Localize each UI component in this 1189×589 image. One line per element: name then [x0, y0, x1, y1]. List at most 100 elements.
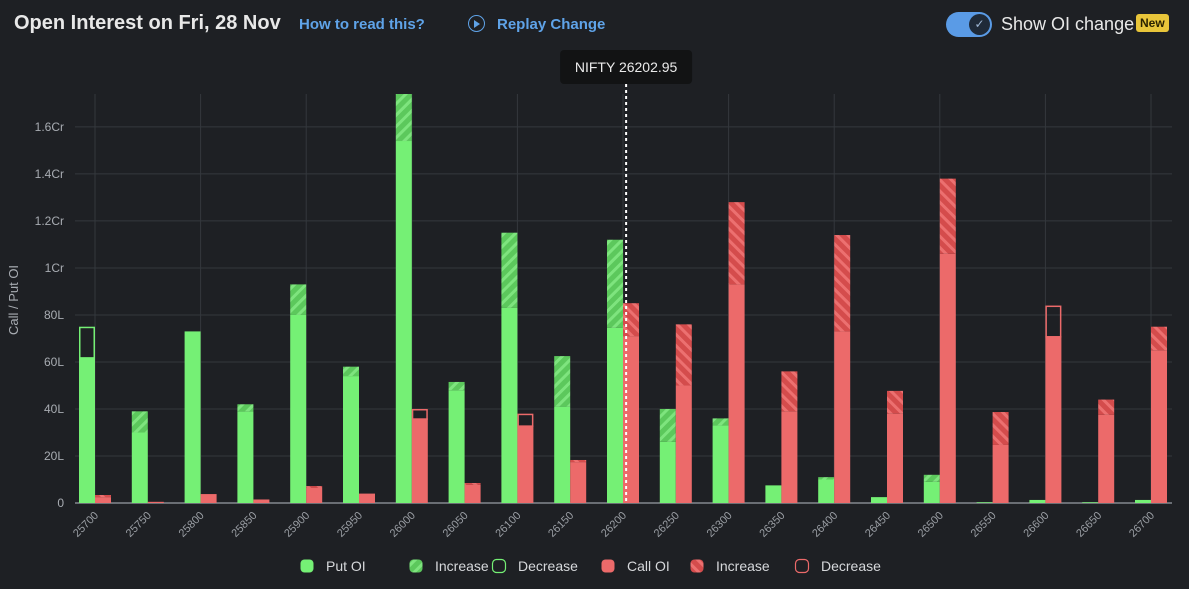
put-oi-bar	[818, 479, 835, 503]
toggle-label: Show OI change	[1001, 14, 1135, 34]
put-oi-bar	[712, 425, 729, 503]
put-increase-bar	[712, 418, 729, 426]
call-increase-bar	[939, 178, 956, 254]
show-oi-change-toggle[interactable]: ✓	[946, 12, 992, 37]
call-oi-bar	[939, 253, 956, 503]
x-tick-label: 26150	[546, 510, 576, 540]
call-increase-bar	[728, 202, 745, 285]
x-tick-label: 25800	[177, 510, 207, 540]
put-increase-bar	[395, 94, 412, 142]
y-tick-label: 1.2Cr	[35, 214, 64, 228]
call-oi-bar	[411, 418, 428, 503]
put-oi-bar	[923, 481, 940, 503]
call-oi-bar	[95, 497, 111, 503]
x-tick-label: 26350	[757, 510, 787, 540]
legend-call-decrease-label[interactable]: Decrease	[821, 558, 881, 574]
put-oi-bar	[1029, 499, 1046, 503]
put-increase-bar	[448, 381, 465, 391]
call-oi-bar	[306, 487, 323, 503]
y-tick-label: 60L	[44, 355, 64, 369]
x-tick-label: 26700	[1127, 510, 1157, 540]
put-oi-bar	[448, 390, 465, 503]
legend-call-increase-label[interactable]: Increase	[716, 558, 770, 574]
call-oi-bar	[623, 336, 639, 503]
put-oi-bar	[871, 497, 887, 503]
put-decrease-bar	[79, 326, 95, 359]
call-increase-bar	[992, 412, 1009, 445]
x-tick-label: 26000	[388, 510, 418, 540]
x-tick-label: 25900	[282, 510, 312, 540]
x-tick-label: 26450	[863, 510, 893, 540]
x-tick-label: 25850	[229, 510, 259, 540]
call-oi-bar	[359, 493, 375, 503]
spot-tooltip	[560, 50, 693, 84]
call-oi-bar	[728, 284, 745, 503]
call-increase-bar	[95, 495, 111, 498]
put-oi-bar	[131, 432, 148, 503]
call-increase-bar	[834, 235, 851, 332]
play-circle-icon[interactable]	[468, 15, 485, 32]
how-to-read-link[interactable]: How to read this?	[299, 16, 425, 33]
legend-call-decrease-swatch[interactable]	[794, 558, 810, 574]
call-oi-bar	[253, 499, 270, 503]
spot-tooltip-label: NIFTY 26202.95	[575, 59, 678, 75]
call-increase-bar	[675, 324, 692, 386]
x-tick-label: 26650	[1074, 510, 1104, 540]
x-tick-label: 26100	[493, 510, 523, 540]
put-oi-bar	[765, 485, 782, 503]
put-increase-bar	[554, 356, 571, 407]
put-oi-bar	[554, 406, 571, 503]
call-increase-bar	[781, 371, 798, 412]
y-tick-label: 40L	[44, 402, 64, 416]
call-oi-bar	[1151, 350, 1167, 503]
put-oi-bar	[395, 141, 412, 504]
new-badge: New	[1136, 14, 1169, 32]
call-oi-bar	[147, 501, 164, 503]
put-increase-bar	[237, 404, 254, 412]
legend-put-increase-swatch[interactable]	[409, 559, 423, 573]
put-oi-bar	[290, 314, 307, 503]
legend-call-oi-label[interactable]: Call OI	[627, 558, 670, 574]
call-increase-bar	[1098, 399, 1115, 415]
x-tick-label: 25950	[335, 510, 365, 540]
legend-put-oi-label[interactable]: Put OI	[326, 558, 366, 574]
call-oi-bar	[464, 484, 481, 503]
x-tick-label: 26300	[705, 510, 735, 540]
legend-call-oi-swatch[interactable]	[601, 559, 615, 573]
put-increase-bar	[290, 284, 307, 315]
call-increase-bar	[306, 486, 323, 488]
legend-put-increase-label[interactable]: Increase	[435, 558, 489, 574]
x-tick-label: 25700	[71, 510, 101, 540]
call-oi-bar	[1098, 414, 1115, 503]
call-increase-bar	[464, 483, 481, 485]
put-oi-bar	[1135, 499, 1151, 503]
x-tick-label: 26200	[599, 510, 629, 540]
put-oi-bar	[659, 441, 676, 503]
call-oi-bar	[675, 385, 692, 503]
put-oi-bar	[343, 376, 359, 503]
x-tick-label: 25750	[124, 510, 154, 540]
legend-call-increase-swatch[interactable]	[690, 559, 704, 573]
put-increase-bar	[818, 477, 835, 480]
put-increase-bar	[131, 411, 148, 433]
put-increase-bar	[923, 474, 940, 482]
replay-change-button[interactable]: Replay Change	[497, 16, 606, 33]
legend-put-decrease-label[interactable]: Decrease	[518, 558, 578, 574]
legend-put-oi-swatch[interactable]	[300, 559, 314, 573]
put-oi-bar	[607, 327, 623, 503]
put-oi-bar	[237, 411, 254, 503]
put-oi-bar	[79, 357, 95, 503]
call-oi-bar	[992, 444, 1009, 503]
call-oi-bar	[517, 425, 534, 503]
call-increase-bar	[887, 390, 903, 414]
legend-put-decrease-swatch[interactable]	[491, 558, 507, 574]
x-tick-label: 26500	[916, 510, 946, 540]
call-oi-bar	[570, 462, 587, 503]
call-oi-bar	[834, 331, 851, 503]
call-decrease-bar	[1045, 305, 1062, 338]
check-icon: ✓	[969, 14, 990, 35]
call-decrease-bar	[517, 413, 534, 427]
put-increase-bar	[607, 239, 623, 328]
x-tick-label: 26550	[969, 510, 999, 540]
y-tick-label: 1.4Cr	[35, 167, 64, 181]
